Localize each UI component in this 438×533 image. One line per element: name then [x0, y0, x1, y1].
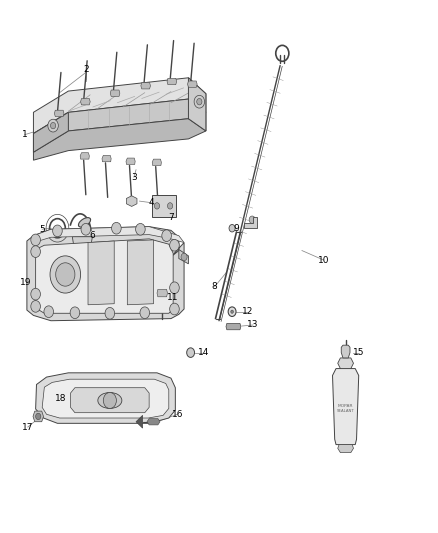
Circle shape	[35, 413, 41, 419]
Circle shape	[31, 301, 40, 312]
Text: 18: 18	[55, 394, 67, 403]
Text: 9: 9	[233, 224, 239, 233]
Polygon shape	[332, 368, 359, 445]
Polygon shape	[27, 227, 184, 321]
Text: SEALANT: SEALANT	[337, 409, 354, 413]
Polygon shape	[33, 227, 184, 243]
Polygon shape	[33, 99, 206, 152]
Text: 2: 2	[83, 66, 88, 74]
Polygon shape	[136, 415, 143, 428]
Polygon shape	[147, 418, 160, 425]
Polygon shape	[88, 241, 114, 305]
Circle shape	[229, 224, 235, 232]
Polygon shape	[42, 379, 169, 418]
FancyBboxPatch shape	[152, 195, 176, 216]
Circle shape	[187, 348, 194, 358]
Ellipse shape	[78, 217, 91, 227]
Polygon shape	[141, 83, 150, 89]
Circle shape	[112, 222, 121, 234]
Polygon shape	[102, 156, 111, 162]
Polygon shape	[72, 237, 92, 245]
Circle shape	[249, 216, 255, 223]
Polygon shape	[179, 249, 188, 264]
Polygon shape	[126, 158, 135, 165]
Polygon shape	[338, 445, 353, 453]
Circle shape	[31, 246, 40, 257]
Circle shape	[31, 288, 40, 300]
Circle shape	[154, 203, 159, 209]
Text: 5: 5	[39, 225, 45, 234]
Text: 14: 14	[198, 348, 209, 357]
Polygon shape	[33, 78, 206, 134]
Polygon shape	[54, 110, 64, 117]
Circle shape	[231, 310, 233, 313]
Circle shape	[136, 223, 145, 235]
Text: 7: 7	[168, 213, 174, 222]
Text: 8: 8	[212, 282, 218, 291]
Polygon shape	[81, 99, 90, 105]
Polygon shape	[71, 387, 149, 413]
Polygon shape	[35, 373, 175, 423]
Circle shape	[130, 198, 134, 204]
Circle shape	[197, 99, 202, 105]
Polygon shape	[157, 289, 167, 297]
Polygon shape	[33, 119, 206, 160]
Text: 12: 12	[242, 307, 253, 316]
Text: 15: 15	[353, 348, 364, 357]
Ellipse shape	[98, 392, 122, 408]
Polygon shape	[127, 240, 153, 305]
Circle shape	[103, 392, 117, 408]
Circle shape	[70, 307, 80, 319]
Polygon shape	[152, 159, 161, 165]
Polygon shape	[33, 411, 43, 422]
Circle shape	[50, 256, 81, 293]
Text: 3: 3	[131, 173, 137, 182]
Text: 16: 16	[172, 410, 183, 419]
Circle shape	[181, 253, 187, 261]
Polygon shape	[110, 90, 120, 96]
Polygon shape	[338, 358, 353, 368]
Polygon shape	[127, 196, 137, 206]
Circle shape	[56, 263, 75, 286]
Circle shape	[50, 123, 56, 129]
Polygon shape	[33, 112, 68, 152]
Circle shape	[170, 239, 179, 251]
Text: 4: 4	[148, 198, 154, 207]
Polygon shape	[35, 239, 173, 313]
Circle shape	[167, 203, 173, 209]
Text: 11: 11	[167, 293, 179, 302]
Circle shape	[44, 306, 53, 318]
Text: 6: 6	[89, 231, 95, 240]
Polygon shape	[341, 345, 350, 358]
Polygon shape	[187, 81, 197, 87]
Polygon shape	[226, 324, 241, 330]
Text: MOPAR: MOPAR	[338, 404, 353, 408]
Text: 17: 17	[22, 423, 34, 432]
Circle shape	[170, 282, 179, 294]
Circle shape	[162, 230, 171, 241]
Text: 10: 10	[318, 256, 329, 264]
Circle shape	[48, 119, 58, 132]
Polygon shape	[167, 78, 177, 85]
Circle shape	[31, 234, 40, 246]
Polygon shape	[244, 216, 258, 228]
Circle shape	[105, 308, 115, 319]
Text: 1: 1	[22, 130, 28, 139]
Text: 19: 19	[20, 278, 32, 287]
Circle shape	[170, 303, 179, 315]
Polygon shape	[80, 153, 89, 159]
Polygon shape	[188, 78, 206, 131]
Circle shape	[81, 223, 91, 235]
Circle shape	[53, 225, 62, 237]
Circle shape	[228, 307, 236, 317]
Text: 13: 13	[247, 320, 259, 329]
Circle shape	[140, 307, 150, 319]
Circle shape	[194, 95, 205, 108]
